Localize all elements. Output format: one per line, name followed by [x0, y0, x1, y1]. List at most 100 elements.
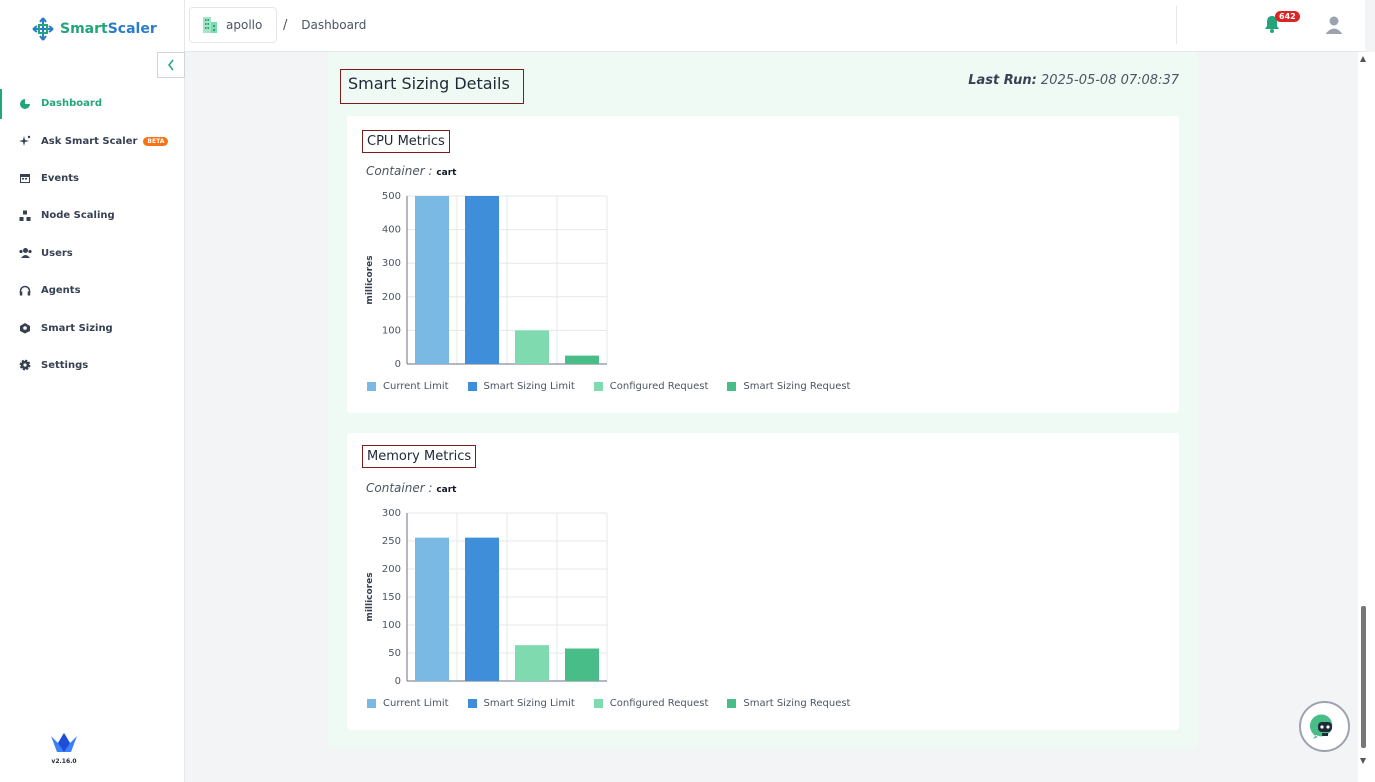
legend-label: Configured Request — [609, 698, 709, 709]
brand-logo[interactable]: SmartScaler — [32, 17, 157, 41]
scroll-down-arrow[interactable] — [1360, 758, 1366, 764]
last-run-label: Last Run: — [968, 73, 1037, 88]
scroll-up-arrow[interactable] — [1360, 56, 1366, 62]
gear-icon — [18, 358, 32, 372]
robot-chat-icon — [1309, 713, 1332, 739]
legend-item[interactable]: Smart Sizing Request — [727, 381, 850, 392]
y-tick-label: 100 — [382, 620, 401, 631]
legend-label: Smart Sizing Request — [743, 381, 851, 392]
legend-swatch — [467, 699, 477, 708]
container-label-text: Container : — [366, 164, 433, 178]
legend-item[interactable]: Configured Request — [593, 381, 709, 392]
y-tick-label: 50 — [388, 648, 401, 659]
y-tick-label: 0 — [395, 359, 401, 370]
sidebar-item-label: Settings — [41, 359, 89, 371]
bar-configured-request[interactable] — [515, 645, 549, 681]
legend-label: Smart Sizing Limit — [483, 698, 575, 709]
legend-item[interactable]: Smart Sizing Limit — [467, 381, 575, 392]
sidebar-item-label: Users — [41, 247, 73, 259]
y-tick-label: 200 — [382, 564, 401, 575]
container-label: Container : cart — [366, 164, 456, 178]
y-axis-label: millicores — [365, 572, 375, 621]
y-tick-label: 200 — [382, 292, 401, 303]
sidebar-item-label: Ask Smart Scaler — [41, 135, 138, 147]
sidebar-item-events[interactable]: Events — [0, 160, 184, 197]
sidebar-item-label: Dashboard — [41, 98, 102, 110]
scroll-thumb[interactable] — [1361, 606, 1366, 748]
container-name: cart — [436, 485, 457, 495]
last-run: Last Run: 2025-05-08 07:08:37 — [968, 73, 1179, 88]
user-avatar-icon — [1325, 16, 1343, 34]
container-label-text: Container : — [366, 481, 433, 495]
bar-smart-sizing-limit[interactable] — [465, 537, 499, 681]
bar-current-limit[interactable] — [415, 196, 449, 364]
sidebar-item-ask-smart-scaler[interactable]: Ask Smart Scaler BETA — [0, 122, 184, 159]
y-tick-label: 150 — [382, 592, 401, 603]
headset-icon — [18, 284, 32, 298]
breadcrumb: / Dashboard — [283, 18, 366, 33]
legend-item[interactable]: Smart Sizing Limit — [467, 698, 575, 709]
legend-item[interactable]: Current Limit — [367, 698, 449, 709]
memory-bar-chart: 0 50 100 150 200 250 300 millicores — [365, 508, 608, 687]
cluster-name: apollo — [226, 18, 263, 32]
bar-configured-request[interactable] — [515, 330, 549, 364]
legend-item[interactable]: Configured Request — [593, 698, 709, 709]
legend-swatch — [593, 382, 603, 391]
bar-smart-sizing-request[interactable] — [565, 648, 599, 681]
legend-swatch — [727, 699, 737, 708]
bar-current-limit[interactable] — [415, 537, 449, 681]
sidebar-item-users[interactable]: Users — [0, 235, 184, 272]
legend-label: Smart Sizing Limit — [483, 381, 575, 392]
breadcrumb-separator: / — [283, 18, 288, 33]
sidebar-item-node-scaling[interactable]: Node Scaling — [0, 197, 184, 234]
crown-logo-icon — [51, 733, 77, 752]
sidebar-item-label: Smart Sizing — [41, 322, 113, 334]
sidebar-item-agents[interactable]: Agents — [0, 272, 184, 309]
cpu-bar-chart: 0 100 200 300 400 500 millicores — [365, 191, 608, 370]
legend-label: Configured Request — [609, 381, 709, 392]
bar-smart-sizing-request[interactable] — [565, 355, 599, 364]
header-divider — [1176, 6, 1177, 44]
legend-label: Smart Sizing Request — [743, 698, 851, 709]
legend-item[interactable]: Current Limit — [367, 381, 449, 392]
topbar: apollo / Dashboard 642 — [185, 0, 1365, 52]
logo-icon — [32, 17, 54, 41]
bar-smart-sizing-limit[interactable] — [465, 196, 499, 364]
container-name: cart — [436, 168, 457, 178]
sparkle-icon — [18, 134, 32, 148]
y-tick-label: 300 — [382, 258, 401, 269]
sidebar-item-label: Events — [41, 172, 79, 184]
chatbot-button[interactable] — [1299, 701, 1350, 752]
last-run-value: 2025-05-08 07:08:37 — [1040, 73, 1179, 88]
card-title: Memory Metrics — [362, 445, 477, 468]
calendar-icon — [18, 171, 32, 185]
smart-sizing-icon — [18, 321, 32, 335]
sidebar-item-label: Agents — [41, 285, 81, 297]
y-axis-label: millicores — [365, 255, 375, 304]
page-title: Smart Sizing Details — [340, 69, 524, 104]
y-tick-label: 300 — [382, 508, 401, 519]
cpu-metrics-card: CPU Metrics Container : cart 0 100 200 300 4… — [347, 116, 1179, 413]
notification-badge: 642 — [1275, 11, 1300, 22]
legend-swatch — [593, 699, 603, 708]
cluster-selector[interactable]: apollo — [189, 7, 278, 43]
legend-item[interactable]: Smart Sizing Request — [727, 698, 850, 709]
user-menu-button[interactable] — [1324, 15, 1344, 39]
chart-legend: Current Limit Smart Sizing Limit Configure… — [367, 698, 869, 709]
y-tick-label: 400 — [382, 225, 401, 236]
brand-name: SmartScaler — [60, 21, 157, 37]
container-label: Container : cart — [366, 481, 456, 495]
sidebar-nav: Dashboard Ask Smart Scaler BETA Events N… — [0, 85, 184, 384]
y-tick-label: 0 — [395, 676, 401, 687]
chevron-left-icon — [168, 59, 174, 71]
sidebar-item-smart-sizing[interactable]: Smart Sizing — [0, 309, 184, 346]
breadcrumb-current: Dashboard — [301, 18, 367, 32]
page-scrollbar[interactable] — [1358, 52, 1375, 782]
collapse-sidebar-button[interactable] — [157, 52, 185, 78]
legend-swatch — [727, 382, 737, 391]
sidebar-item-dashboard[interactable]: Dashboard — [0, 85, 184, 122]
version-text: v2.16.0 — [51, 758, 77, 765]
sidebar: SmartScaler Dashboard Ask Smart Scaler B… — [0, 0, 185, 782]
legend-swatch — [367, 699, 376, 708]
sidebar-item-settings[interactable]: Settings — [0, 347, 184, 384]
